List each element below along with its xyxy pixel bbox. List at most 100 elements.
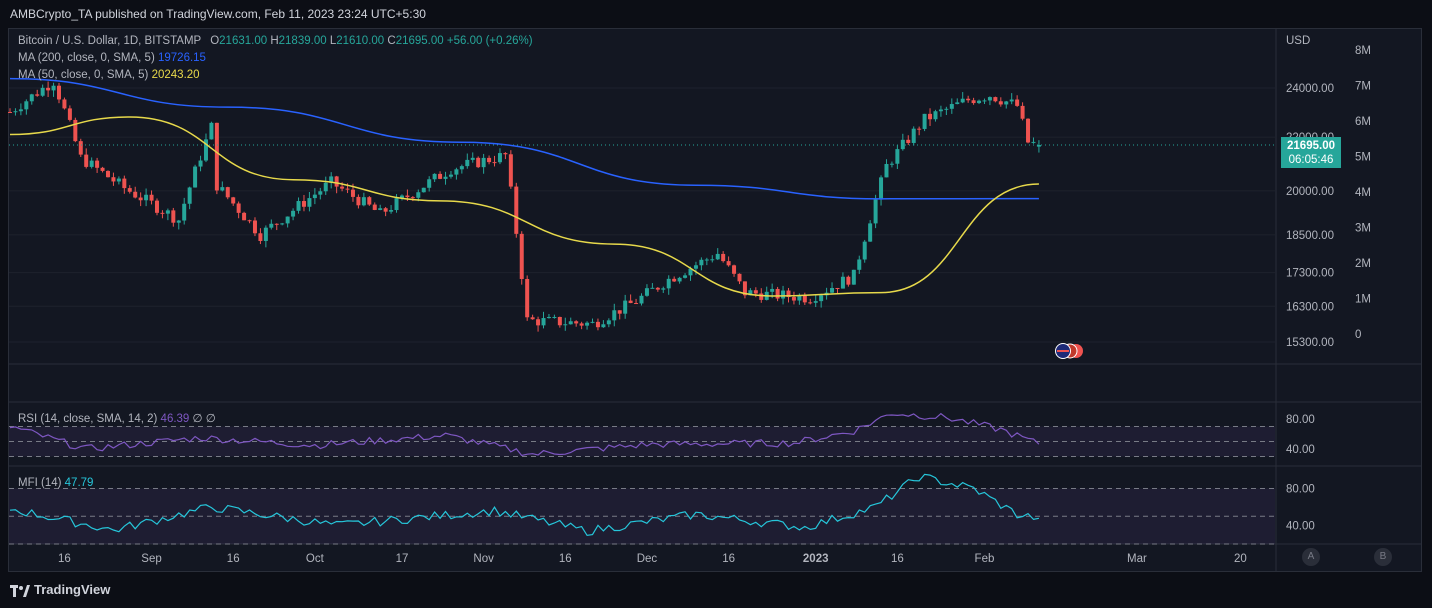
tradingview-logo[interactable]: TradingView: [10, 582, 110, 597]
candle-body: [998, 101, 1003, 105]
candle-body: [78, 141, 83, 155]
candle-body: [982, 100, 987, 102]
candle-body: [781, 290, 786, 299]
moving-averages: [9, 77, 1039, 297]
scale-b-button[interactable]: B: [1374, 548, 1392, 566]
ma200-legend[interactable]: MA (200, close, 0, SMA, 5) 19726.15: [18, 52, 206, 64]
candle-body: [323, 182, 328, 192]
rsi-label: RSI (14, close, SMA, 14, 2): [18, 413, 158, 425]
price-tick-label: 18500.00: [1286, 230, 1334, 242]
mfi-tick-label: 40.00: [1286, 521, 1315, 533]
ma50-label: MA (50, close, 0, SMA, 5): [18, 69, 149, 81]
candle-body: [922, 113, 927, 129]
mfi-pane: 80.00 40.00: [9, 473, 1315, 545]
candle-body: [786, 290, 791, 298]
candle-body: [889, 163, 894, 165]
candle-body: [563, 324, 568, 326]
candle-body: [198, 160, 203, 167]
candle-body: [715, 253, 720, 260]
publisher-text: AMBCrypto_TA published on TradingView.co…: [10, 7, 426, 21]
scale-a-button[interactable]: A: [1302, 548, 1320, 566]
candle-body: [182, 203, 187, 221]
volume-tick-label: 2M: [1355, 258, 1371, 270]
candle-body: [928, 113, 933, 120]
ma50-legend[interactable]: MA (50, close, 0, SMA, 5) 20243.20: [18, 69, 200, 81]
high-value: 21839.00: [278, 35, 327, 47]
candle-body: [448, 174, 453, 177]
time-tick-label: 2023: [803, 553, 829, 565]
candle-body: [122, 178, 127, 189]
candle-body: [410, 197, 415, 199]
candle-body: [285, 216, 290, 224]
time-tick-label: Nov: [473, 553, 494, 565]
mfi-legend[interactable]: MFI (14) 47.79: [18, 477, 93, 489]
candle-body: [247, 220, 252, 222]
candle-body: [1015, 99, 1020, 106]
candle-body: [601, 324, 606, 328]
candle-body: [612, 310, 617, 321]
candle-body: [263, 227, 268, 241]
candle-body: [111, 177, 116, 182]
candle-body: [710, 259, 715, 261]
candle-body: [214, 122, 219, 191]
chart-frame[interactable]: [8, 28, 1422, 572]
candle-body: [906, 139, 911, 143]
candle-body: [220, 187, 225, 191]
candle-body: [116, 178, 121, 182]
time-tick-label: 17: [396, 553, 409, 565]
candle-body: [318, 191, 323, 195]
candle-body: [579, 323, 584, 326]
candle-body: [470, 157, 475, 160]
symbol-legend[interactable]: Bitcoin / U.S. Dollar, 1D, BITSTAMP O216…: [18, 35, 533, 47]
events-icon[interactable]: [1052, 343, 1086, 364]
price-tick-label: 20000.00: [1286, 186, 1334, 198]
volume-tick-label: 4M: [1355, 187, 1371, 199]
low-value: 21610.00: [336, 35, 385, 47]
time-tick-label: Mar: [1127, 553, 1147, 565]
candle-body: [329, 176, 334, 183]
candle-body: [13, 111, 18, 113]
candle-body: [503, 153, 508, 155]
volume-tick-label: 6M: [1355, 116, 1371, 128]
open-value: 21631.00: [219, 35, 268, 47]
candle-body: [606, 320, 611, 325]
time-tick-label: Dec: [637, 553, 658, 565]
publisher-bar: AMBCrypto_TA published on TradingView.co…: [0, 0, 1432, 28]
ma50-value: 20243.20: [151, 69, 200, 81]
candle-body: [350, 189, 355, 197]
time-tick-label: 16: [58, 553, 71, 565]
candle-body: [628, 300, 633, 304]
candle-body: [840, 276, 845, 289]
candle-body: [160, 212, 165, 214]
candle-body: [530, 317, 535, 320]
rsi-legend[interactable]: RSI (14, close, SMA, 14, 2) 46.39 ∅ ∅: [18, 411, 216, 425]
candle-body: [416, 192, 421, 198]
candle-body: [884, 163, 889, 178]
candle-body: [726, 261, 731, 266]
candle-body: [661, 288, 666, 290]
countdown: 06:05:46: [1288, 154, 1334, 166]
price-tick-label: 15300.00: [1286, 337, 1334, 349]
ma200-label: MA (200, close, 0, SMA, 5): [18, 52, 155, 64]
candle-body: [171, 210, 176, 223]
candle-body: [105, 170, 110, 178]
candle-body: [693, 265, 698, 269]
candle-body: [138, 197, 143, 201]
candle-body: [590, 321, 595, 323]
last-price: 21695.00: [1287, 140, 1335, 152]
time-axis: 16 Sep 16 Oct 17 Nov 16 Dec 16 2023 16 Feb Mar 20: [58, 553, 1247, 565]
candle-body: [857, 259, 862, 270]
candle-body: [617, 310, 622, 314]
candle-body: [274, 223, 279, 225]
candle-body: [203, 139, 208, 161]
time-tick-label: Feb: [975, 553, 995, 565]
candle-body: [127, 188, 132, 192]
candle-body: [100, 167, 105, 171]
candle-body: [971, 100, 976, 104]
candle-body: [683, 275, 688, 278]
currency-label[interactable]: USD: [1286, 35, 1311, 47]
mfi-tick-label: 80.00: [1286, 484, 1315, 496]
close-value: 21695.00: [395, 35, 444, 47]
high-label: H: [270, 35, 279, 47]
